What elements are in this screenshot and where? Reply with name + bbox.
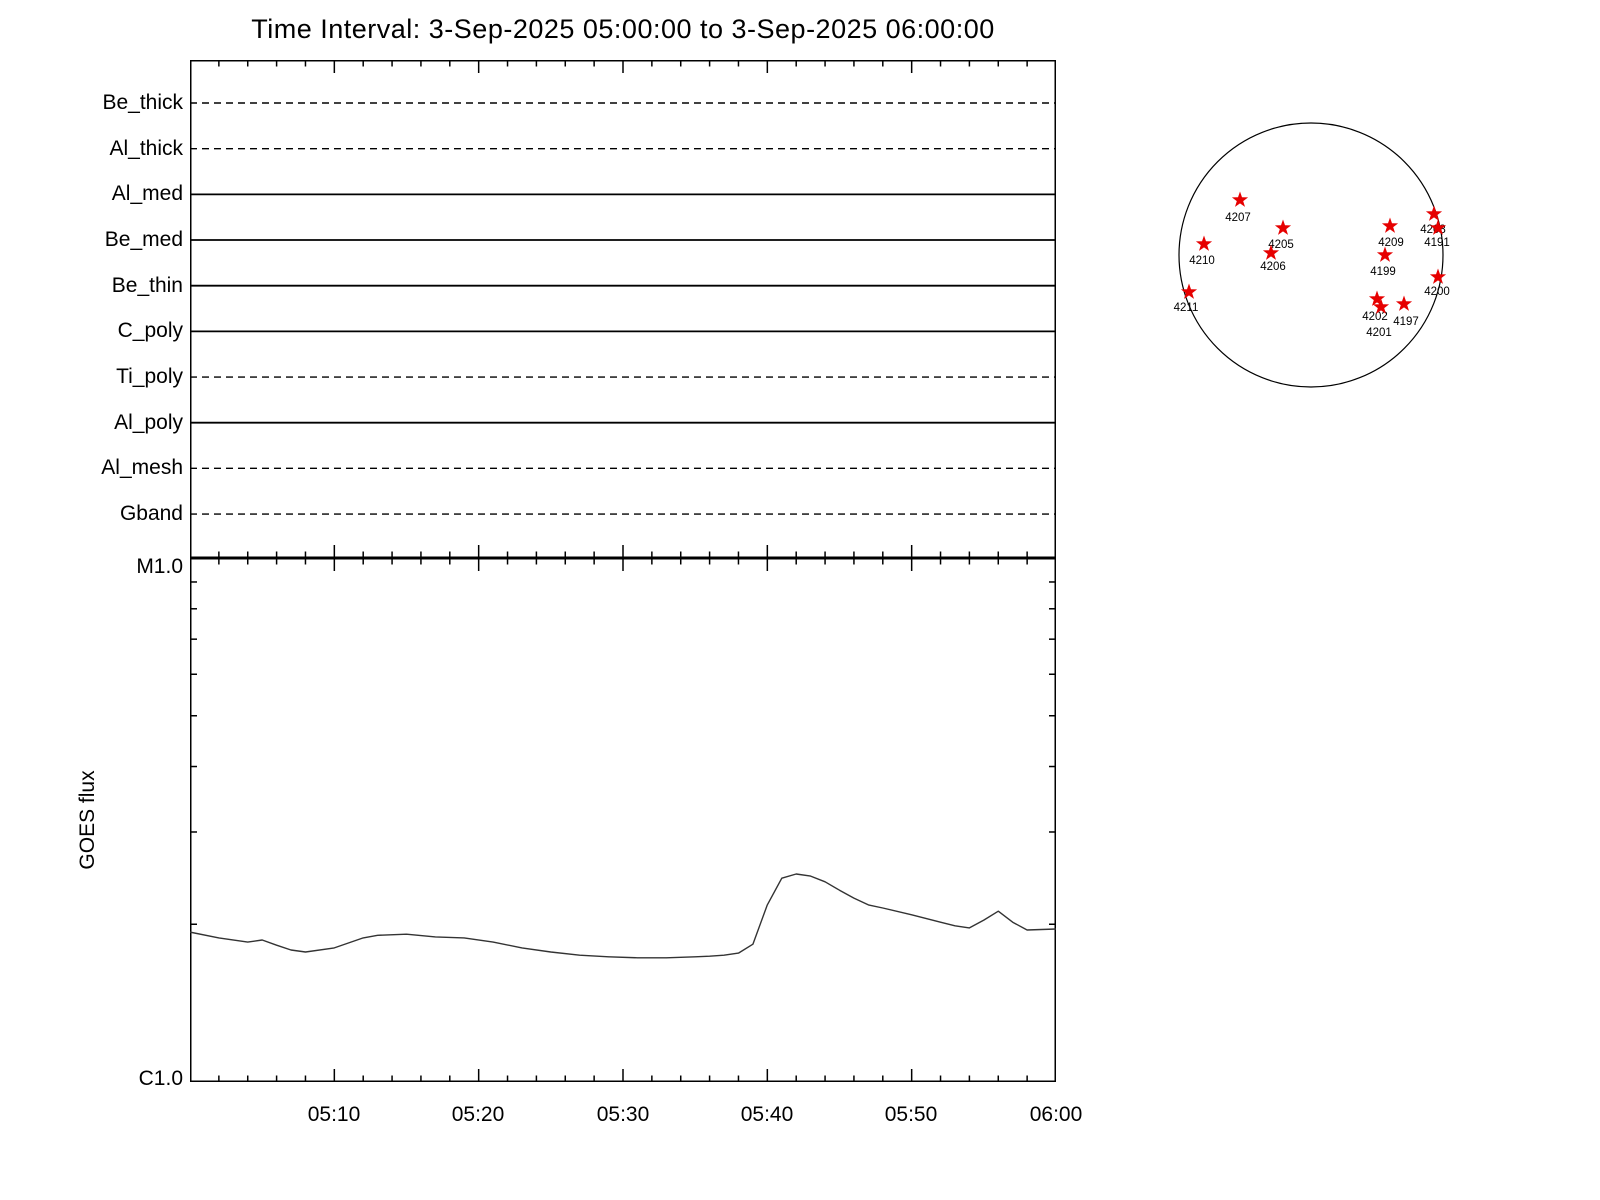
active-region-star-4191 (1429, 219, 1447, 235)
active-region-label-4207: 4207 (1225, 212, 1251, 224)
filter-label-al-med: Al_med (111, 182, 183, 205)
active-region-star-4209 (1381, 217, 1399, 233)
active-region-star-4199 (1376, 246, 1394, 262)
active-region-label-4206: 4206 (1260, 261, 1286, 273)
filter-label-al-mesh: Al_mesh (101, 456, 183, 479)
filter-label-al-poly: Al_poly (114, 411, 183, 434)
filter-label-c-poly: C_poly (117, 319, 183, 342)
active-region-star-4202 (1368, 290, 1386, 306)
active-region-star-4210 (1195, 235, 1213, 251)
goes-log-y-ticks (190, 581, 1056, 926)
active-region-star-4208 (1425, 205, 1443, 221)
active-region-star-4200 (1429, 268, 1447, 284)
active-region-label-4200: 4200 (1424, 286, 1450, 298)
active-region-label-4201: 4201 (1366, 327, 1392, 339)
active-region-label-4205: 4205 (1268, 239, 1294, 251)
filter-label-al-thick: Al_thick (109, 137, 183, 160)
page-title: Time Interval: 3-Sep-2025 05:00:00 to 3-… (251, 14, 995, 44)
active-region-star-4206 (1262, 244, 1280, 260)
filter-label-be-thin: Be_thin (111, 274, 183, 297)
filter-label-gband: Gband (119, 502, 183, 525)
x-tick-label-0520: 05:20 (451, 1103, 505, 1126)
x-tick-label-0540: 05:40 (740, 1103, 794, 1126)
active-region-label-4199: 4199 (1370, 266, 1396, 278)
goes-panel-time-ticks (190, 558, 1056, 1082)
solar-limb-circle (1178, 122, 1444, 388)
active-region-star-4205 (1274, 219, 1292, 235)
goes-flux-panel (190, 558, 1056, 1082)
x-tick-label-0530: 05:30 (596, 1103, 650, 1126)
goes-axis-title: GOES flux (76, 770, 99, 870)
solar-disk-map: 4207421042054206421142094208419141994200… (1174, 122, 1450, 388)
filter-label-be-thick: Be_thick (102, 91, 183, 114)
active-region-label-4210: 4210 (1189, 255, 1215, 267)
active-region-star-4201 (1372, 298, 1390, 314)
x-tick-label-0550: 05:50 (884, 1103, 938, 1126)
filter-label-be-med: Be_med (104, 228, 183, 251)
active-region-label-4211: 4211 (1174, 302, 1199, 314)
filter-panel-time-ticks (190, 60, 1056, 558)
active-region-label-4202: 4202 (1362, 311, 1388, 323)
active-region-label-4197: 4197 (1393, 316, 1419, 328)
active-region-star-4211 (1180, 283, 1198, 299)
goes-ymin-label: C1.0 (138, 1067, 183, 1090)
x-tick-label-0510: 05:10 (307, 1103, 361, 1126)
active-region-label-4209: 4209 (1378, 237, 1404, 249)
goes-ymax-label: M1.0 (136, 555, 183, 578)
filter-timeline-panel (190, 60, 1056, 558)
active-region-star-4207 (1231, 191, 1249, 207)
x-tick-label-0600: 06:00 (1029, 1103, 1083, 1126)
filter-panel-border (190, 60, 1056, 558)
goes-panel-border (190, 558, 1056, 1082)
goes-flux-curve (190, 873, 1056, 959)
active-region-star-4197 (1395, 295, 1413, 311)
filter-label-ti-poly: Ti_poly (116, 365, 183, 388)
active-region-label-4191: 4191 (1424, 237, 1450, 249)
